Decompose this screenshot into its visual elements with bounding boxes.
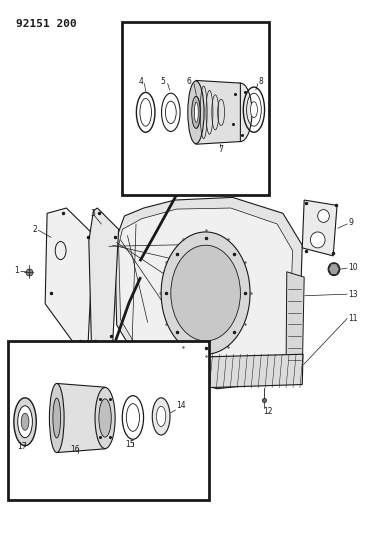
Ellipse shape: [126, 403, 140, 431]
Text: 4: 4: [138, 77, 143, 86]
Polygon shape: [89, 208, 119, 349]
Ellipse shape: [310, 232, 325, 248]
Text: 13: 13: [349, 289, 358, 298]
Ellipse shape: [152, 398, 170, 435]
Ellipse shape: [328, 263, 340, 276]
Polygon shape: [206, 354, 303, 387]
Bar: [9, 341, 210, 500]
Text: 1: 1: [14, 266, 19, 274]
Bar: [123, 22, 269, 195]
Ellipse shape: [49, 383, 64, 453]
Ellipse shape: [161, 232, 250, 354]
Ellipse shape: [194, 102, 198, 123]
Text: 92151 200: 92151 200: [16, 19, 77, 29]
Polygon shape: [286, 272, 304, 373]
Text: 8: 8: [258, 77, 263, 86]
Ellipse shape: [188, 81, 204, 144]
Text: 12: 12: [263, 407, 273, 416]
Text: 5: 5: [160, 77, 165, 86]
Polygon shape: [196, 80, 241, 144]
Ellipse shape: [21, 413, 29, 430]
Ellipse shape: [250, 102, 257, 118]
Ellipse shape: [99, 399, 111, 437]
Text: 14: 14: [177, 401, 186, 410]
Polygon shape: [57, 383, 105, 453]
Text: 16: 16: [70, 446, 80, 455]
Polygon shape: [45, 208, 94, 352]
Ellipse shape: [229, 83, 252, 142]
Text: 17: 17: [17, 442, 27, 451]
Ellipse shape: [156, 406, 166, 426]
Ellipse shape: [192, 96, 200, 128]
Ellipse shape: [140, 99, 151, 126]
Polygon shape: [115, 197, 302, 389]
Text: 10: 10: [349, 263, 358, 272]
Text: 3: 3: [90, 209, 95, 218]
Polygon shape: [119, 208, 293, 381]
Polygon shape: [329, 264, 340, 274]
Ellipse shape: [14, 398, 36, 446]
Text: 7: 7: [218, 145, 223, 154]
Ellipse shape: [95, 387, 115, 449]
Text: 2: 2: [33, 225, 37, 234]
Text: 6: 6: [187, 77, 192, 86]
Ellipse shape: [18, 406, 32, 438]
Ellipse shape: [165, 101, 176, 124]
Polygon shape: [302, 200, 337, 256]
Text: 15: 15: [125, 440, 135, 449]
Text: 9: 9: [349, 219, 353, 228]
Ellipse shape: [53, 398, 61, 438]
Text: 11: 11: [349, 314, 358, 323]
Ellipse shape: [318, 209, 329, 222]
Ellipse shape: [192, 96, 200, 128]
Ellipse shape: [171, 245, 241, 341]
